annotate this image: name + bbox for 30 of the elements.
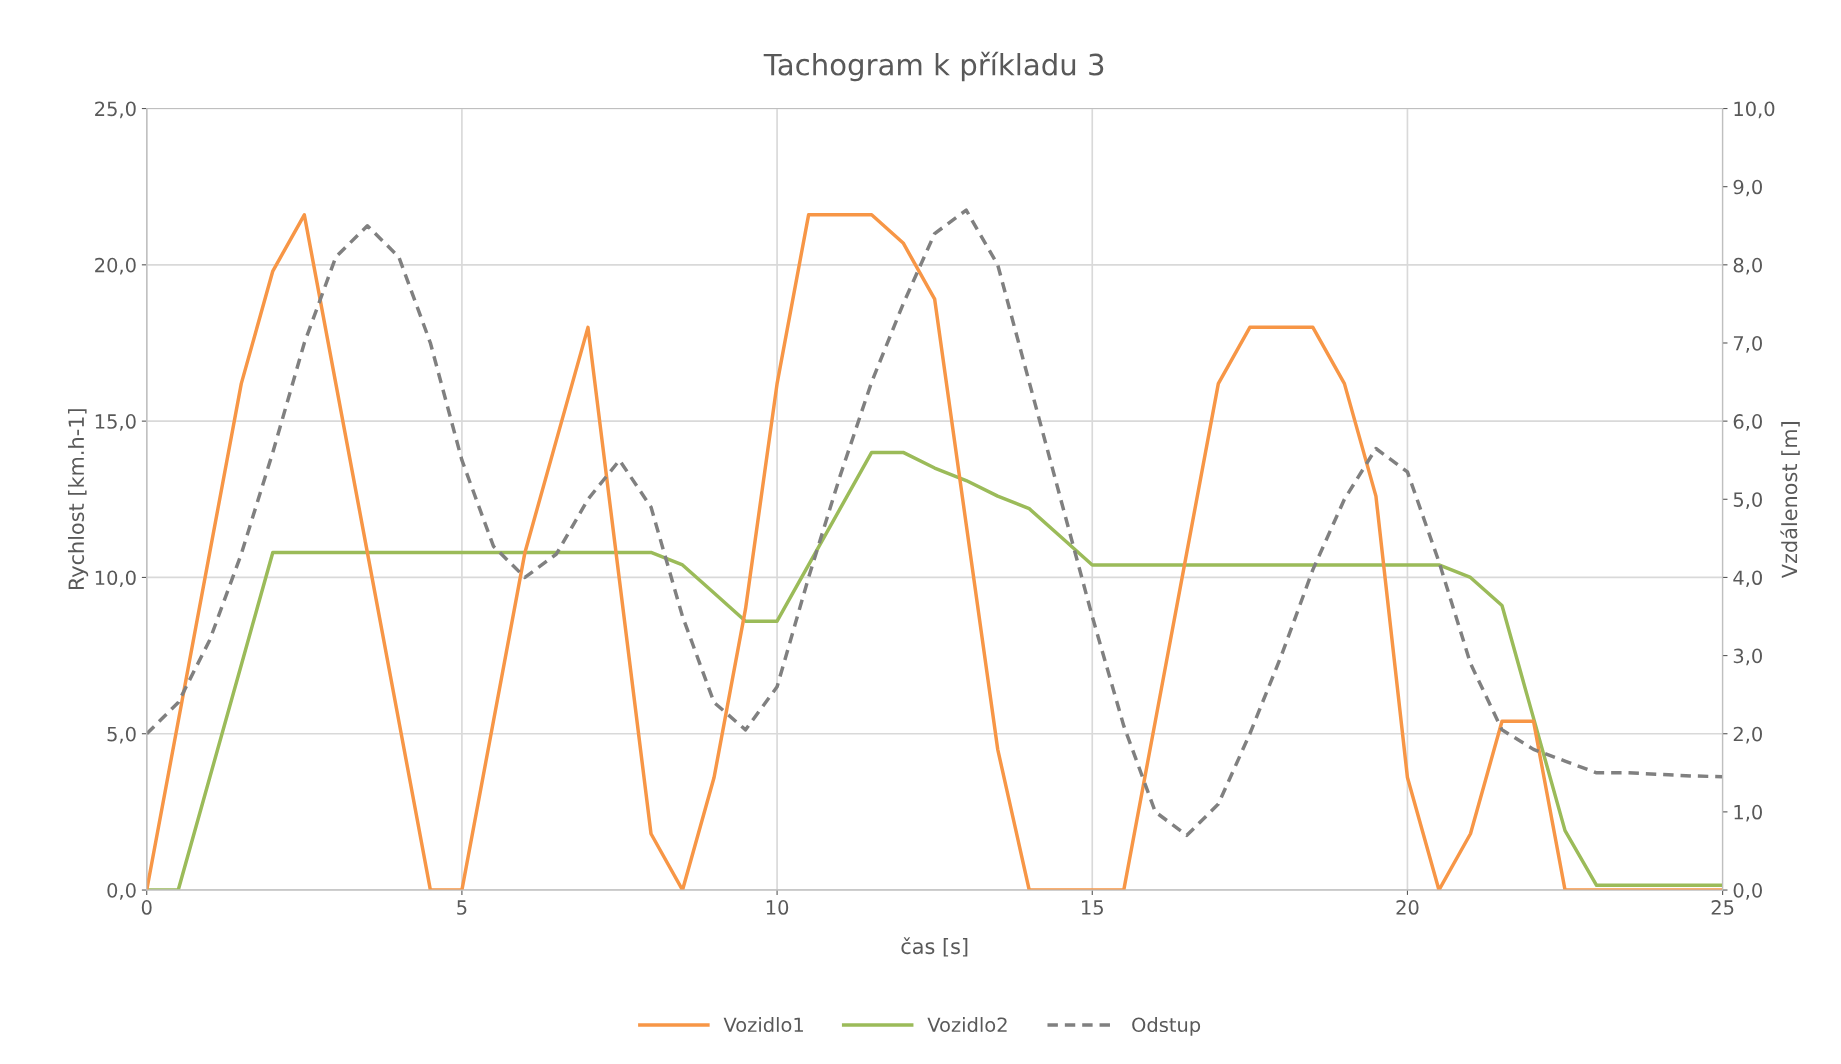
y-tick-label: 20,0 bbox=[95, 257, 136, 275]
y2-tick-label: 3,0 bbox=[1733, 648, 1762, 666]
chart-title: Tachogram k příkladu 3 bbox=[763, 51, 1104, 82]
x-tick-label: 10 bbox=[766, 900, 789, 915]
x-tick-label: 15 bbox=[1082, 900, 1103, 915]
y2-tick-label: 8,0 bbox=[1733, 257, 1762, 275]
y2-tick-label: 9,0 bbox=[1733, 179, 1762, 197]
y-tick-label: 15,0 bbox=[95, 414, 136, 431]
legend-label: Odstup bbox=[1132, 1017, 1201, 1036]
legend-label: Vozidlo1 bbox=[723, 1017, 803, 1033]
y2-tick-label: 5,0 bbox=[1733, 492, 1762, 509]
x-tick-label: 0 bbox=[141, 900, 152, 915]
y-axis-title: Rychlost [km.h-1] bbox=[67, 409, 89, 590]
y2-tick-label: 2,0 bbox=[1733, 726, 1762, 744]
y2-tick-label: 1,0 bbox=[1734, 804, 1762, 822]
y2-tick-label: 6,0 bbox=[1733, 414, 1762, 431]
y2-axis-title: Vzdálenost [m] bbox=[1780, 422, 1800, 579]
y2-tick-label: 10,0 bbox=[1734, 101, 1775, 119]
y-tick-label: 5,0 bbox=[107, 726, 136, 744]
x-axis-title: čas [s] bbox=[901, 937, 968, 957]
x-tick-label: 20 bbox=[1396, 900, 1419, 915]
y2-tick-label: 0,0 bbox=[1733, 882, 1762, 900]
x-tick-label: 5 bbox=[457, 900, 467, 915]
y-tick-label: 10,0 bbox=[95, 570, 136, 588]
y-tick-label: 0,0 bbox=[107, 882, 136, 900]
x-tick-label: 25 bbox=[1711, 900, 1734, 915]
y-tick-label: 25,0 bbox=[95, 101, 136, 119]
y2-tick-label: 4,0 bbox=[1733, 570, 1762, 588]
y2-tick-label: 7,0 bbox=[1733, 335, 1762, 353]
legend-label: Vozidlo2 bbox=[927, 1017, 1007, 1033]
